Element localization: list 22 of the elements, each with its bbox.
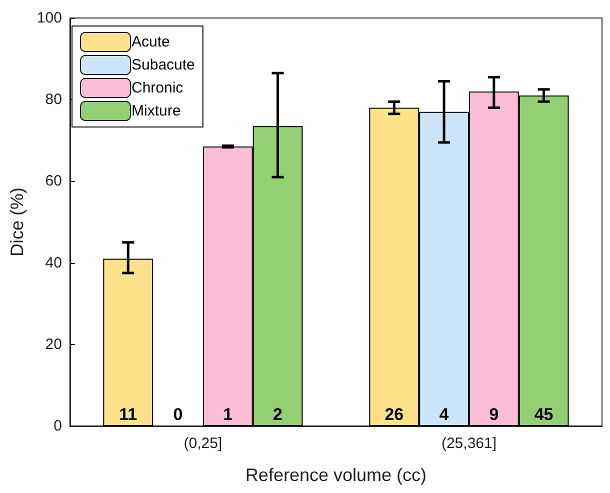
annotation: 9	[489, 405, 499, 424]
legend-label: Mixture	[132, 102, 181, 120]
annotation: 11	[119, 405, 138, 424]
y-tick-label: 100	[36, 10, 62, 26]
y-tick-label: 20	[45, 336, 62, 353]
annotation: 4	[439, 405, 450, 424]
y-tick-label: 60	[45, 172, 62, 190]
legend-label: Chronic	[132, 80, 184, 96]
y-axis-title: Dice (%)	[7, 187, 27, 257]
legend-label: Acute	[132, 34, 170, 50]
x-tick-label: (25,361]	[441, 435, 497, 452]
annotation: 26	[384, 405, 404, 424]
legend-label: Subacute	[132, 56, 195, 74]
x-axis-title: Reference volume (cc)	[245, 465, 426, 485]
annotation: 2	[273, 405, 282, 424]
annotation: 0	[173, 405, 183, 424]
y-tick-label: 0	[54, 418, 62, 434]
annotation: 45	[534, 405, 554, 424]
y-tick-label: 40	[45, 254, 62, 272]
y-tick-label: 80	[45, 91, 62, 108]
x-tick-label: (0,25]	[184, 435, 222, 452]
annotation: 1	[223, 405, 233, 424]
